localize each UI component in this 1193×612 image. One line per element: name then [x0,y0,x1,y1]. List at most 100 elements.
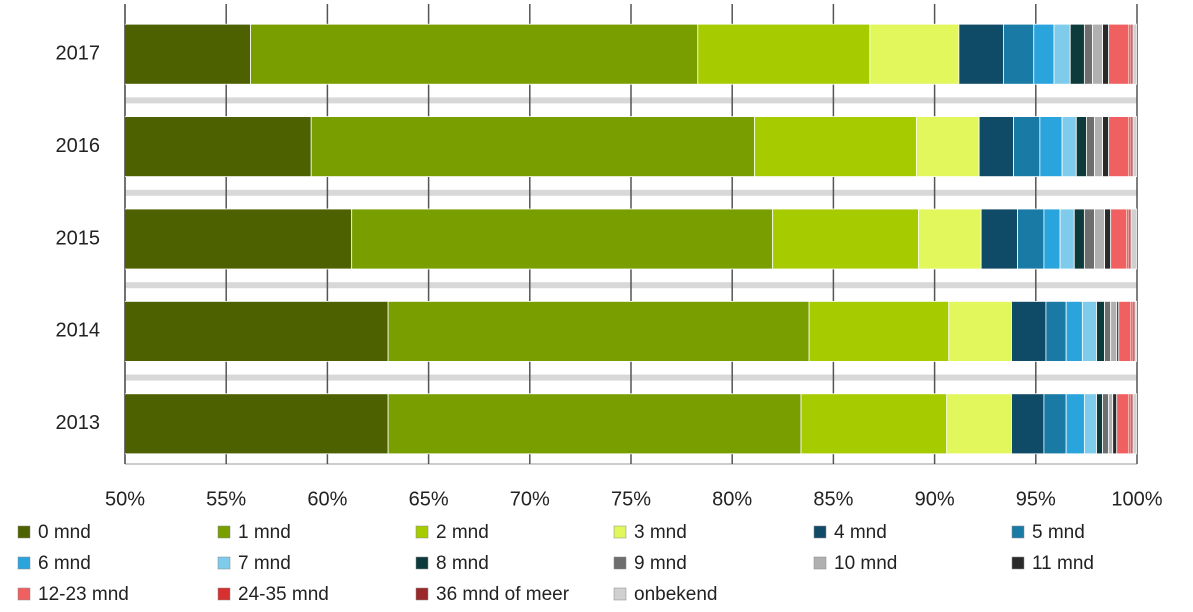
legend-label: 36 mnd of meer [436,584,570,605]
x-tick-label: 75% [611,488,651,510]
legend-swatch [415,587,429,601]
legend-swatch [613,556,627,570]
bar-segment [1096,393,1103,455]
bar-segment [1110,208,1128,270]
bar-segment [1065,300,1083,362]
legend-swatch [17,587,31,601]
legend-label: 12-23 mnd [38,584,129,605]
x-tick-label: 70% [510,488,550,510]
bar-segment [125,300,389,362]
bar-segment [1132,393,1137,455]
bar-segment [1075,116,1087,177]
bar-segment [125,23,251,85]
bar-segment [1108,23,1130,85]
bar-segment [1065,393,1085,455]
legend-label: 1 mnd [238,522,291,543]
y-tick-label: 2015 [56,227,101,249]
bar-segment [1110,300,1118,362]
bar-segment [1102,393,1110,455]
x-tick-label: 85% [813,488,853,510]
legend-label: 7 mnd [238,553,291,574]
legend-label: 11 mnd [1032,553,1094,574]
bar-segment [958,23,1004,85]
bar-segment [697,23,871,85]
bar-segment [946,393,1012,455]
y-tick-label: 2014 [56,320,101,342]
legend-label: 2 mnd [436,522,489,543]
bar-segment [250,23,699,85]
bar-segment [1013,116,1041,177]
legend-label: 0 mnd [38,522,91,543]
x-tick-label: 90% [915,488,955,510]
bar-segment [1011,300,1047,362]
legend-swatch [217,556,231,570]
y-tick-label: 2017 [56,42,101,64]
legend-label: 4 mnd [834,522,887,543]
bar-segment [1104,208,1112,270]
legend-label: onbekend [634,584,717,605]
bar-segment [978,116,1014,177]
bar-segment [808,300,950,362]
bar-segment [1033,23,1055,85]
bars [125,23,1137,455]
bar-segment [1053,23,1071,85]
bar-segment [1134,300,1137,362]
bar-segment [800,393,948,455]
bar-segment [1102,23,1110,85]
legend-label: 9 mnd [634,553,687,574]
bar-segment [772,208,919,270]
legend-swatch [415,525,429,539]
bar-segment [1061,116,1077,177]
legend-swatch [415,556,429,570]
legend-swatch [17,525,31,539]
x-tick-label: 50% [105,488,145,510]
bar-segment [125,208,353,270]
bar-segment [1118,300,1132,362]
bar-segment [869,23,960,85]
bar-segment [1108,393,1114,455]
bar-segment [1086,116,1095,177]
bar-segment [1083,208,1095,270]
bar-segment [1132,23,1137,85]
bar-segment [1108,116,1130,177]
legend-label: 6 mnd [38,553,91,574]
legend-swatch [217,525,231,539]
legend-label: 24-35 mnd [238,584,329,605]
legend-label: 3 mnd [634,522,687,543]
bar-segment [754,116,917,177]
bar-segment [1043,393,1067,455]
legend-label: 5 mnd [1032,522,1085,543]
bar-segment [1011,393,1045,455]
bar-segment [1069,23,1085,85]
bar-segment [1104,300,1112,362]
bar-segment [1102,116,1110,177]
bar-segment [1094,208,1106,270]
legend-swatch [217,587,231,601]
bar-segment [1043,208,1061,270]
bar-segment [310,116,755,177]
legend-label: 10 mnd [834,553,897,574]
bar-segment [1083,23,1093,85]
bar-segment [125,393,389,455]
x-tick-label: 100% [1111,488,1162,510]
x-tick-label: 95% [1016,488,1056,510]
bar-segment [1094,116,1103,177]
bar-segment [915,116,980,177]
bar-segment [1092,23,1103,85]
legend-swatch [813,525,827,539]
bar-segment [387,300,810,362]
legend-label: 8 mnd [436,553,489,574]
bar-segment [918,208,982,270]
legend-swatch [813,556,827,570]
bar-segment [1045,300,1067,362]
bar-segment [1081,300,1097,362]
x-tick-label: 80% [712,488,752,510]
bar-segment [1073,208,1085,270]
bar-segment [1059,208,1075,270]
legend-swatch [1011,525,1025,539]
legend-swatch [1011,556,1025,570]
bar-segment [1017,208,1045,270]
bar-segment [948,300,1012,362]
bar-segment [1116,393,1130,455]
